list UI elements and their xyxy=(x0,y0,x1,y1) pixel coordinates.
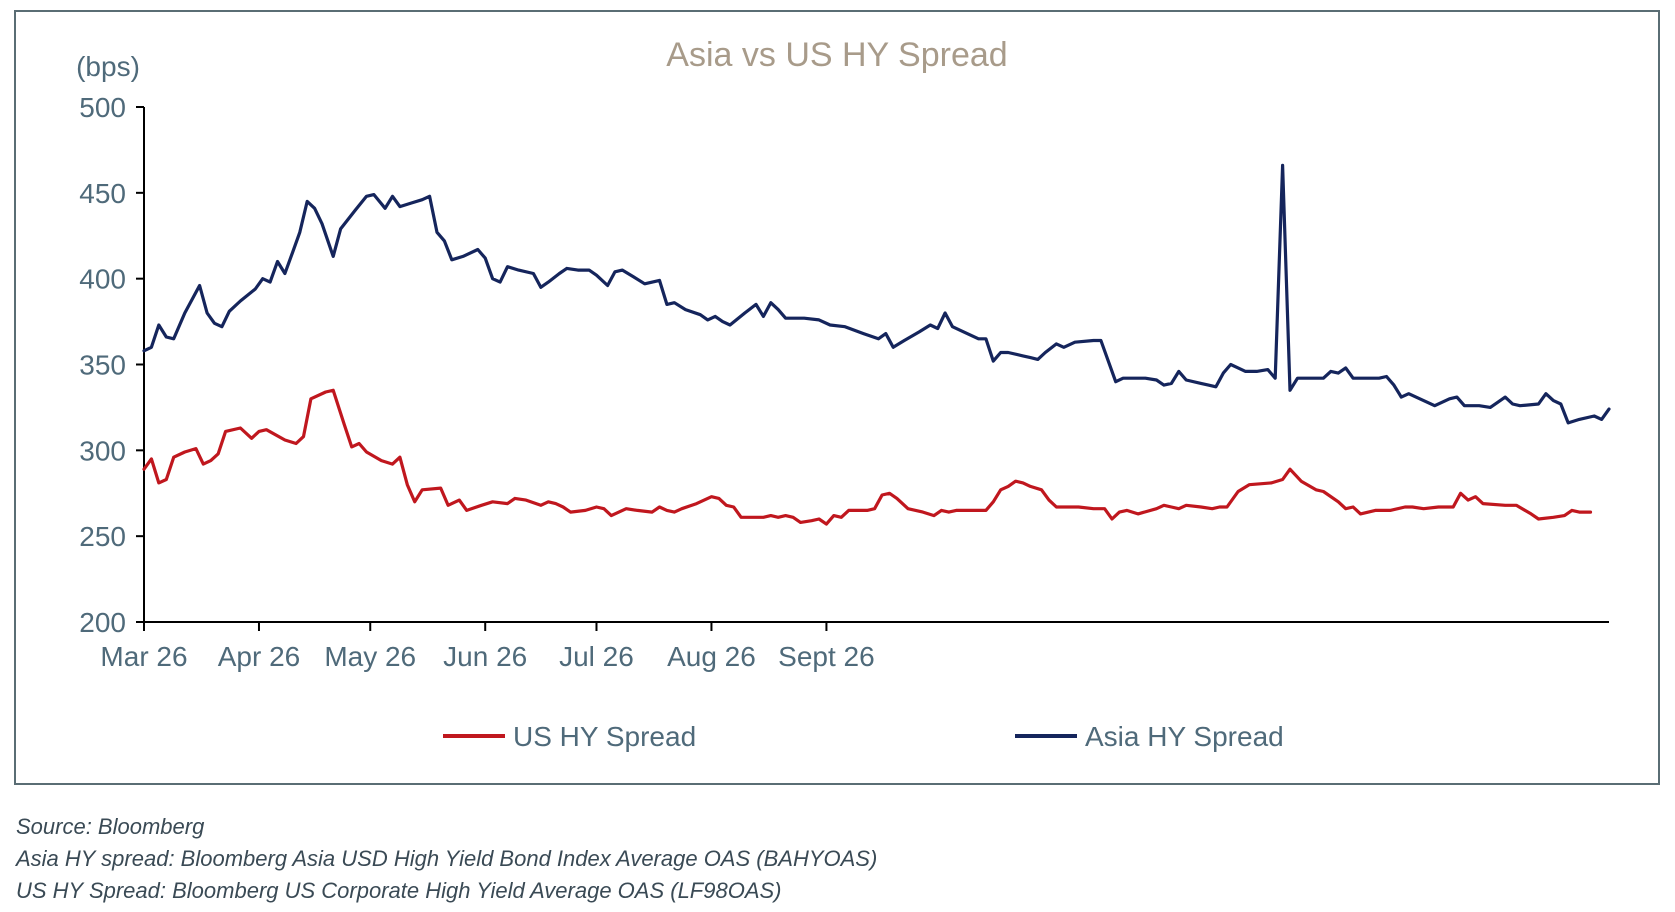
axes xyxy=(136,106,1609,631)
chart-title: Asia vs US HY Spread xyxy=(666,36,1007,74)
legend-label-asia: Asia HY Spread xyxy=(1085,721,1284,752)
series-layer xyxy=(142,163,1611,526)
y-axis-label: (bps) xyxy=(76,51,140,82)
asia-definition-note: Asia HY spread: Bloomberg Asia USD High … xyxy=(16,846,878,871)
source-note: Source: Bloomberg xyxy=(16,814,205,839)
y-tick-label: 350 xyxy=(79,350,126,381)
y-tick-labels: 200 250 300 350 400 450 500 xyxy=(79,92,126,638)
y-tick-label: 450 xyxy=(79,178,126,209)
chart-canvas: Asia vs US HY Spread (bps) 200 250 300 350 4… xyxy=(76,36,1611,752)
x-tick-label: Apr 26 xyxy=(218,641,301,672)
y-tick-label: 200 xyxy=(79,607,126,638)
x-tick-label: Jun 26 xyxy=(443,641,527,672)
x-tick-label: Aug 26 xyxy=(667,641,756,672)
us-definition-note: US HY Spread: Bloomberg US Corporate Hig… xyxy=(16,878,782,903)
y-tick-label: 500 xyxy=(79,92,126,123)
legend: US HY Spread Asia HY Spread xyxy=(443,721,1284,752)
y-tick-label: 400 xyxy=(79,264,126,295)
y-tick-label: 300 xyxy=(79,435,126,466)
x-tick-label: Mar 26 xyxy=(100,641,187,672)
series-line-us xyxy=(142,388,1593,526)
x-tick-label: May 26 xyxy=(324,641,416,672)
chart-frame xyxy=(14,10,1660,785)
x-tick-label: Sept 26 xyxy=(778,641,875,672)
x-tick-labels: Mar 26 Apr 26 May 26 Jun 26 Jul 26 Aug 26 Sept… xyxy=(100,641,874,672)
series-line-asia xyxy=(142,163,1611,425)
legend-label-us: US HY Spread xyxy=(513,721,696,752)
y-tick-label: 250 xyxy=(79,521,126,552)
x-tick-label: Jul 26 xyxy=(559,641,634,672)
